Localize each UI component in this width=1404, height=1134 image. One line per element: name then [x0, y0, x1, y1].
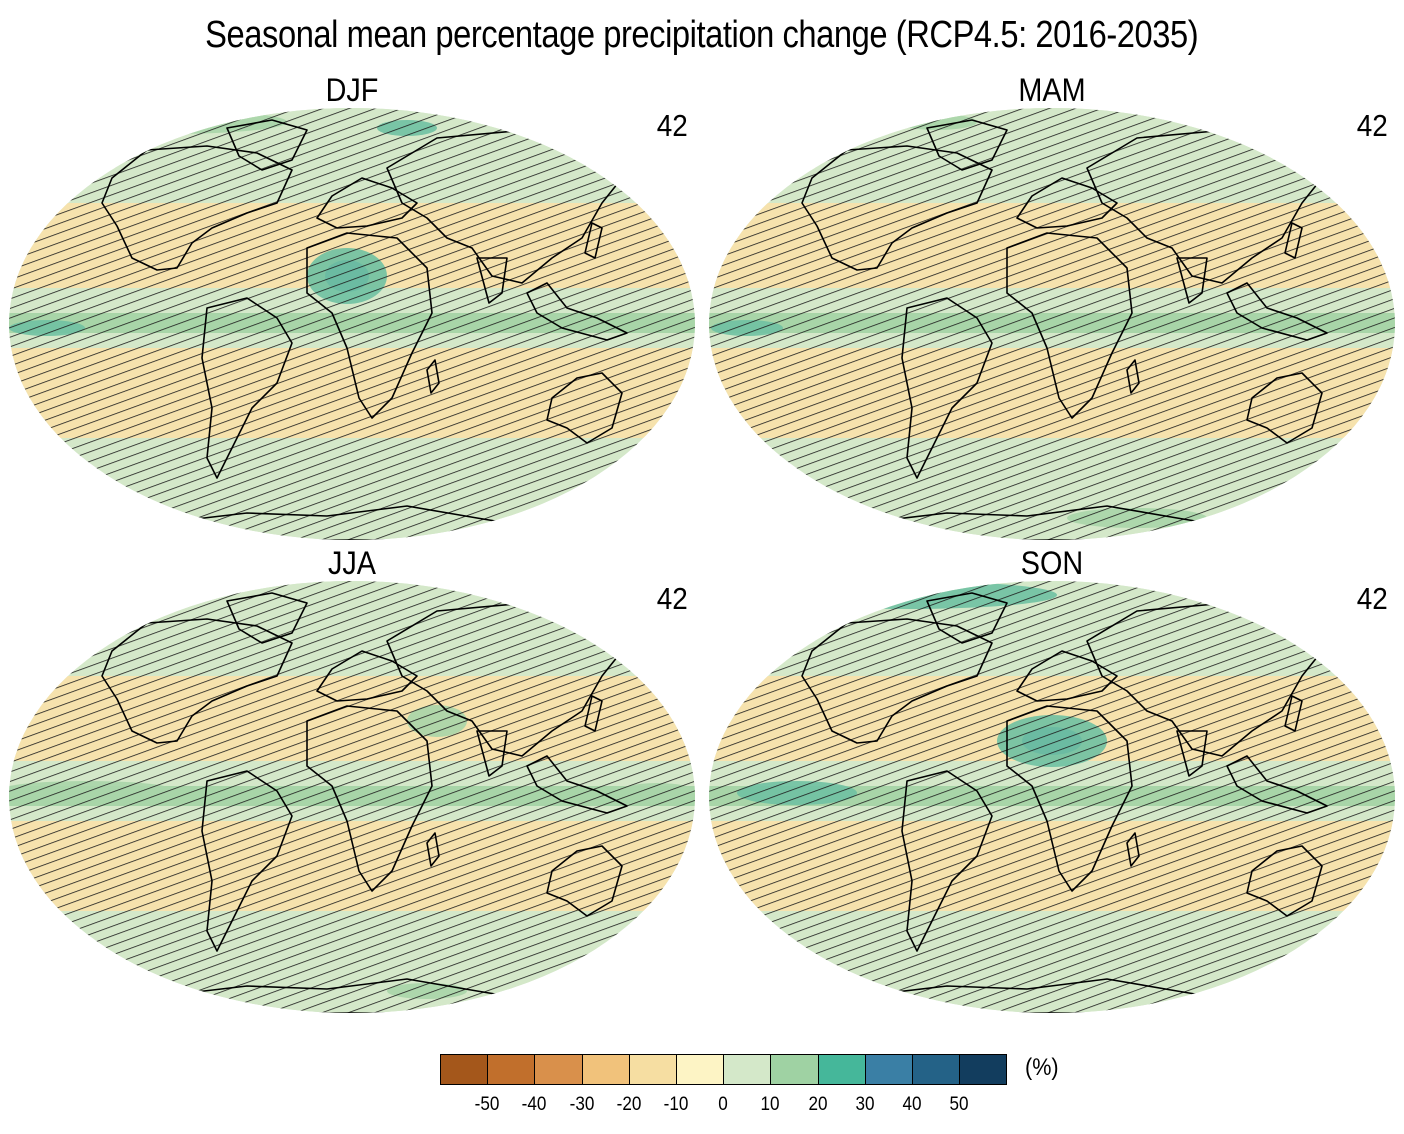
- coastline: [628, 449, 648, 481]
- coastline: [1016, 177, 1118, 229]
- colorbar-swatch: [440, 1054, 489, 1085]
- coastline: [101, 145, 293, 271]
- coastline: [426, 832, 440, 867]
- colorbar-swatch: [581, 1054, 630, 1085]
- coastline: [546, 845, 623, 917]
- colorbar: -50 -40 -30 -20 -10 0 10 20 30 40 50 (%): [440, 1054, 1059, 1134]
- colorbar-tick-label: -40: [522, 1094, 547, 1115]
- colorbar-swatch: [676, 1054, 725, 1085]
- coastline: [226, 119, 308, 171]
- coastline: [201, 297, 293, 479]
- coastline: [546, 372, 623, 444]
- coastline: [426, 359, 440, 394]
- colorbar-unit: (%): [1025, 1054, 1059, 1081]
- colorbar-swatch: [912, 1054, 961, 1085]
- colorbar-swatch: [864, 1054, 913, 1085]
- coastline: [1226, 755, 1328, 814]
- model-count: 42: [656, 108, 688, 143]
- coastline: [226, 592, 308, 644]
- coastline: [901, 770, 993, 952]
- map-field: [709, 581, 1395, 1013]
- hatching-overlay: [709, 108, 1395, 540]
- colorbar-swatch: [487, 1054, 536, 1085]
- coastline: [1246, 845, 1323, 917]
- coastline: [1006, 705, 1133, 892]
- coastline: [526, 755, 628, 814]
- map-field: [709, 108, 1395, 540]
- coastline: [584, 222, 603, 259]
- colorbar-swatch: [534, 1054, 583, 1085]
- coastline: [526, 282, 628, 341]
- figure-title: Seasonal mean percentage precipitation c…: [205, 14, 1199, 56]
- coastline: [1176, 257, 1208, 304]
- coastline: [306, 232, 433, 419]
- panel-label: MAM: [1018, 72, 1086, 108]
- hatching-overlay: [9, 108, 695, 540]
- colorbar-tick-label: 50: [949, 1094, 969, 1115]
- colorbar-swatch: [723, 1054, 772, 1085]
- colorbar-tick-label: -20: [616, 1094, 642, 1115]
- coastline: [201, 770, 293, 952]
- coastline: [306, 705, 433, 892]
- map-djf: [9, 108, 695, 540]
- panel-jja: JJA 42: [7, 545, 697, 1015]
- colorbar-swatch: [770, 1054, 819, 1085]
- panel-djf: DJF 42: [7, 72, 697, 542]
- map-son: [709, 581, 1395, 1013]
- colorbar-tick-label: -30: [569, 1094, 594, 1115]
- coastline: [584, 695, 603, 732]
- coastline: [926, 119, 1008, 171]
- panel-label: SON: [1020, 545, 1084, 581]
- coastline: [926, 592, 1008, 644]
- map-field: [9, 108, 695, 540]
- coastline: [476, 730, 508, 777]
- coastline: [901, 297, 993, 479]
- coastline: [801, 145, 993, 271]
- map-mam: [709, 108, 1395, 540]
- colorbar-tick-label: 0: [718, 1094, 728, 1115]
- hatching-overlay: [9, 581, 695, 1013]
- coastline: [1126, 359, 1140, 394]
- model-count: 42: [1356, 581, 1388, 616]
- coastline: [1246, 372, 1323, 444]
- coastline: [316, 177, 418, 229]
- colorbar-tick-label: 40: [902, 1094, 922, 1115]
- colorbar-tick-label: -50: [474, 1094, 500, 1115]
- coastline: [1328, 922, 1348, 954]
- panel-mam: MAM 42: [707, 72, 1397, 542]
- colorbar-tick-label: 30: [855, 1094, 875, 1115]
- model-count: 42: [656, 581, 688, 616]
- colorbar-tick-label: 20: [808, 1094, 828, 1115]
- panel-label: DJF: [325, 72, 379, 108]
- coastline: [1284, 222, 1303, 259]
- coastline: [1126, 832, 1140, 867]
- panel-label: JJA: [327, 545, 377, 581]
- coastline: [1016, 650, 1118, 702]
- coastline: [1006, 232, 1133, 419]
- coastline: [628, 922, 648, 954]
- hatching-overlay: [709, 581, 1395, 1013]
- coastline: [476, 257, 508, 304]
- coastline: [1176, 730, 1208, 777]
- panel-son: SON 42: [707, 545, 1397, 1015]
- colorbar-tick-label: 10: [760, 1094, 780, 1115]
- map-jja: [9, 581, 695, 1013]
- colorbar-swatch: [817, 1054, 866, 1085]
- colorbar-tick-label: -10: [663, 1094, 689, 1115]
- coastline: [1328, 449, 1348, 481]
- coastline: [101, 618, 293, 744]
- coastline: [316, 650, 418, 702]
- colorbar-swatch: [959, 1054, 1008, 1085]
- coastline: [801, 618, 993, 744]
- model-count: 42: [1356, 108, 1388, 143]
- coastline: [1226, 282, 1328, 341]
- colorbar-swatch: [628, 1054, 677, 1085]
- coastline: [1284, 695, 1303, 732]
- map-field: [9, 581, 695, 1013]
